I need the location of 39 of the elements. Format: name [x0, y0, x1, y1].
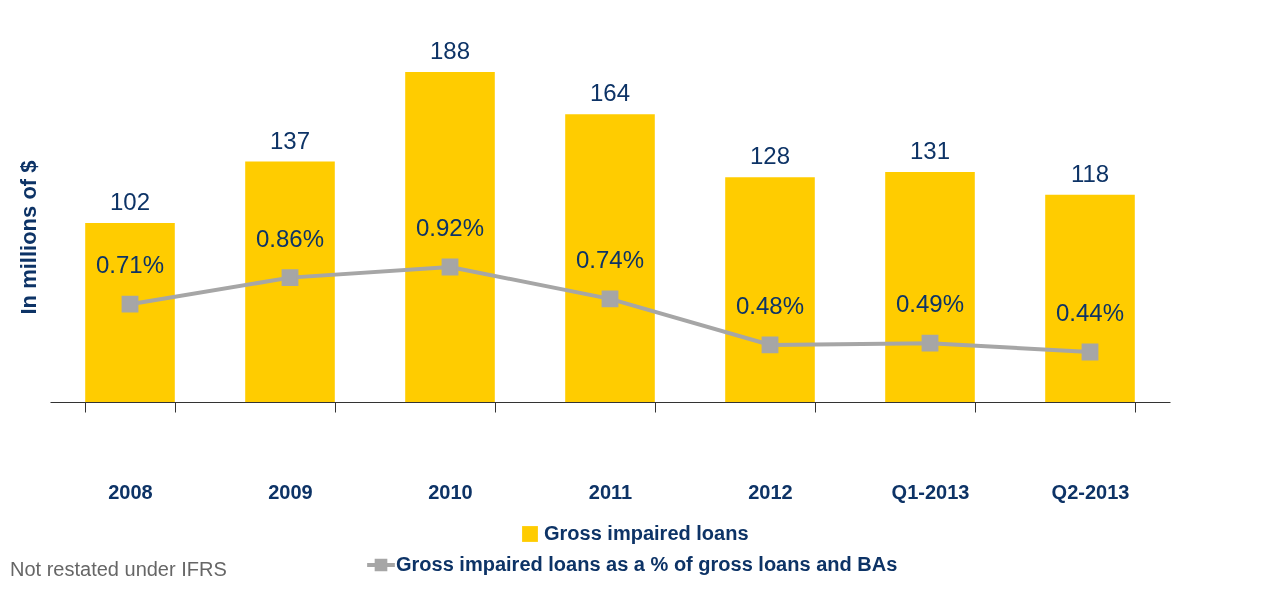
point [281, 269, 299, 287]
data-label: 0.71% [95, 251, 165, 279]
data-label: 0.74% [575, 245, 645, 273]
x-tick-label: 2010 [428, 480, 473, 503]
bar [565, 114, 655, 402]
x-tick-label: 2011 [588, 480, 633, 503]
x-tick-label: 2012 [748, 480, 793, 503]
bar [245, 161, 335, 402]
legend-label: Gross impaired loans as a % of gross loans and BAs [396, 553, 898, 575]
point [441, 258, 459, 276]
point [1081, 343, 1099, 361]
x-tick-label: Q2-2013 [1051, 480, 1130, 503]
x-tick-label: 2008 [108, 480, 153, 503]
point [121, 295, 139, 313]
y-axis-title: In millions of $ [15, 160, 41, 315]
bar [1045, 194, 1135, 402]
point [761, 336, 779, 354]
point [921, 334, 939, 352]
data-label: 102 [109, 187, 151, 215]
data-label: 137 [269, 126, 311, 154]
data-label: 0.48% [735, 291, 805, 319]
data-label: 128 [749, 142, 791, 170]
data-label: 188 [429, 37, 471, 64]
data-label: 0.92% [415, 214, 485, 241]
text: Not restated under IFRS [10, 558, 227, 580]
data-label: 0.49% [895, 290, 965, 318]
data-label: 0.44% [1055, 299, 1125, 326]
data-label: 118 [1070, 159, 1110, 187]
data-label: 0.86% [255, 224, 325, 252]
legend-label: Gross impaired loans [544, 522, 749, 544]
x-tick-label: 2009 [268, 480, 313, 503]
bar [85, 222, 175, 402]
point [601, 290, 619, 308]
data-label: 131 [909, 137, 951, 165]
bar [725, 177, 815, 402]
data-label: 164 [589, 79, 631, 107]
x-tick-label: Q1-2013 [891, 480, 970, 503]
bar [405, 72, 495, 402]
bar [885, 172, 975, 402]
